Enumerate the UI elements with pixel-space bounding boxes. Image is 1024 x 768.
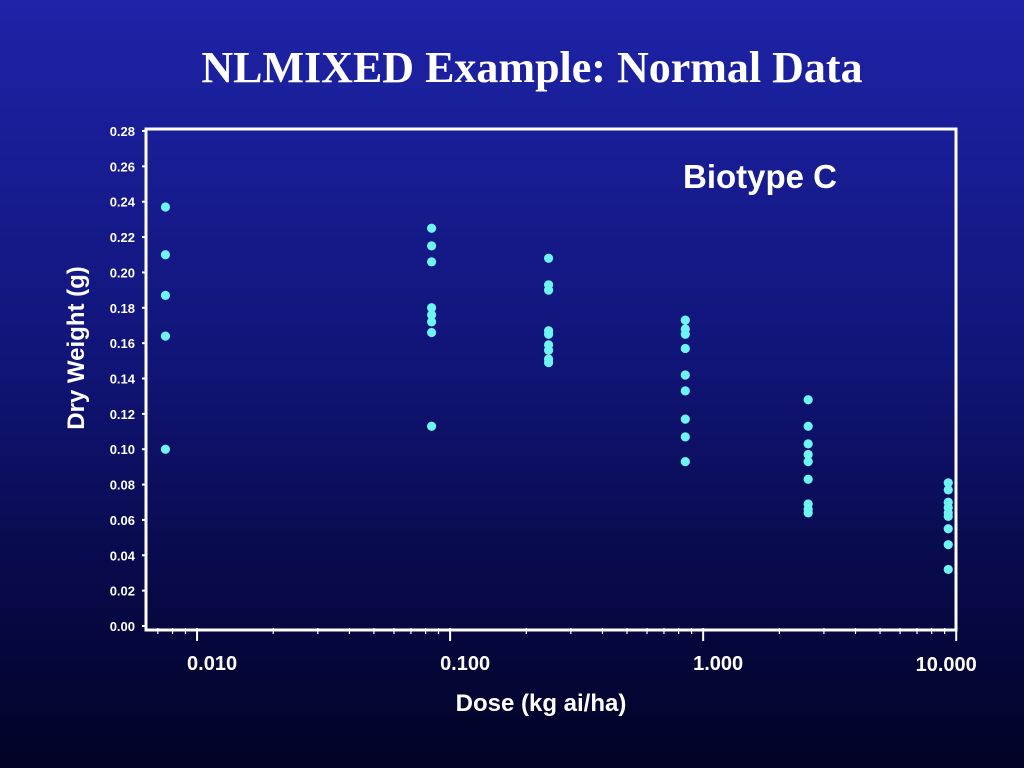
x-tick-label: 0.010 [187,653,237,675]
y-tick-label: 0.24 [110,195,136,210]
x-axis: 0.010 0.100 1.000 10.000 [157,628,977,676]
x-tick-label: 0.100 [440,653,490,675]
y-tick-label: 0.16 [110,336,135,351]
y-tick-label: 0.22 [110,230,135,245]
data-point [426,223,437,233]
data-point [680,370,690,380]
data-point [943,511,953,521]
plot-frame [144,127,958,632]
data-point [426,241,437,251]
y-tick-label: 0.10 [110,442,135,457]
data-point [680,343,690,354]
data-point [803,449,813,460]
data-point [803,474,813,484]
data-point [943,564,953,575]
y-tick-label: 0.00 [110,619,135,634]
y-axis: 0.00 0.02 0.04 0.06 0.08 0.10 0.12 0.14 0.16 0.18… [110,124,147,634]
data-point [426,310,437,320]
data-point [160,202,171,212]
chart-annotation: Biotype C [683,158,837,195]
data-point [803,421,813,431]
data-point [943,478,953,488]
data-point [803,456,813,467]
data-point [160,290,171,301]
data-point [943,485,953,495]
data-point [160,444,171,454]
x-tick-label: 10.000 [916,654,977,676]
data-point [543,285,554,295]
data-point [680,315,690,325]
y-tick-label: 0.26 [110,159,135,174]
x-tick-label: 1.000 [693,653,743,675]
data-point [543,253,554,263]
data-point [543,345,554,355]
data-point [943,540,953,550]
x-axis-label: Dose (kg ai/ha) [456,690,627,717]
data-point [943,524,953,534]
data-point [160,331,171,341]
data-point [426,257,437,267]
data-points [160,202,953,575]
y-tick-label: 0.12 [110,407,135,422]
slide-title: NLMIXED Example: Normal Data [201,43,863,92]
y-tick-label: 0.04 [110,548,136,563]
data-point [680,329,690,339]
data-point [803,395,813,405]
data-point [680,386,690,396]
data-point [426,327,437,338]
data-point [426,421,437,431]
y-tick-label: 0.08 [110,478,135,493]
data-point [680,456,690,467]
data-point [160,250,171,260]
data-point [543,329,554,339]
y-axis-label: Dry Weight (g) [63,266,90,430]
data-point [426,317,437,327]
data-point [803,508,813,518]
y-tick-label: 0.18 [110,301,135,316]
y-tick-label: 0.02 [110,584,135,599]
data-point [543,357,554,368]
data-point [680,414,690,424]
data-point [803,439,813,449]
data-point [426,303,437,313]
y-tick-label: 0.06 [110,513,135,528]
data-point [680,432,690,442]
y-tick-label: 0.14 [110,372,136,387]
y-tick-label: 0.20 [110,265,135,280]
y-tick-label: 0.28 [110,124,135,139]
